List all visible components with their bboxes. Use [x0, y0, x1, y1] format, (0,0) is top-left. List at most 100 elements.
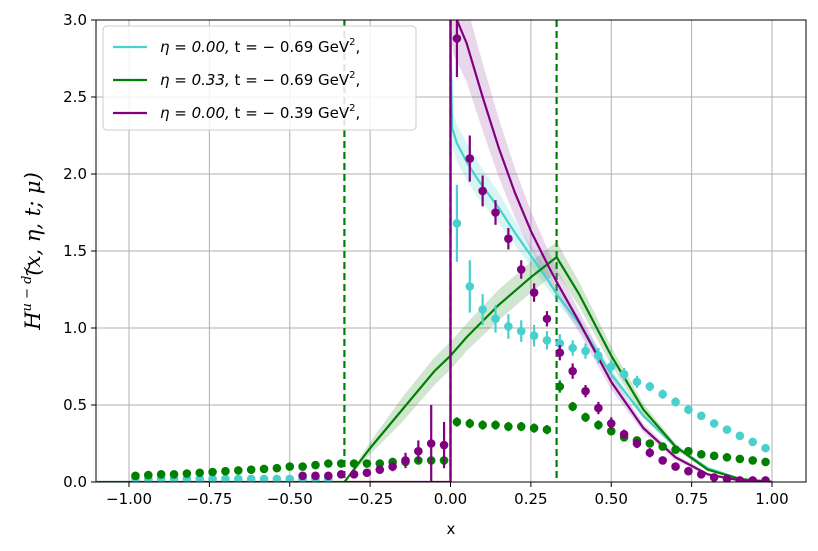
data-point	[606, 419, 616, 428]
data-point	[594, 351, 603, 361]
y-tick-label: 2.0	[63, 165, 87, 183]
data-point	[696, 449, 706, 459]
data-point	[645, 382, 655, 391]
y-axis-label-main: H	[21, 311, 45, 331]
legend-label: η = 0.00, t = − 0.69 GeV2,	[160, 37, 360, 56]
data-point	[606, 426, 616, 436]
legend-t: t = − 0.69 GeV	[235, 38, 350, 56]
x-tick-label: −0.50	[267, 490, 313, 508]
data-point	[748, 456, 758, 465]
data-point	[465, 154, 475, 163]
data-point	[285, 474, 295, 482]
data-point	[671, 397, 680, 407]
data-point	[311, 460, 320, 470]
data-point	[336, 459, 346, 468]
legend-end: ,	[356, 38, 361, 56]
legend-eta: η = 0.33,	[160, 71, 235, 89]
data-point	[208, 474, 217, 482]
data-point	[491, 208, 500, 217]
data-point	[684, 405, 693, 414]
data-point	[234, 474, 243, 482]
y-tick-label: 2.5	[63, 88, 87, 106]
data-point	[645, 439, 655, 448]
data-point	[761, 457, 770, 467]
x-tick-label: −0.25	[347, 490, 393, 508]
data-point	[606, 362, 616, 371]
data-point	[709, 451, 719, 461]
data-point	[709, 419, 719, 428]
y-axis-label-rest: (x, η, t; μ)	[21, 172, 45, 275]
data-point	[414, 446, 423, 456]
data-point	[542, 336, 552, 345]
data-point	[735, 454, 745, 464]
data-point	[581, 386, 590, 396]
data-point	[452, 417, 462, 427]
data-point	[748, 437, 758, 447]
data-point	[156, 470, 166, 479]
data-point	[272, 474, 282, 482]
data-point	[208, 467, 217, 477]
data-point	[324, 471, 333, 481]
data-point	[568, 366, 577, 376]
data-point	[735, 476, 745, 482]
data-point	[169, 470, 179, 479]
legend-eta: η = 0.00,	[160, 104, 235, 122]
data-point	[761, 476, 770, 482]
data-point	[426, 439, 436, 448]
data-point	[388, 462, 397, 471]
curves	[96, 20, 773, 482]
data-point	[259, 464, 269, 474]
data-point	[246, 465, 256, 474]
data-point	[735, 431, 745, 441]
data-point	[362, 468, 372, 478]
data-point	[722, 453, 732, 462]
y-tick-label: 1.5	[63, 242, 87, 260]
data-point	[221, 474, 230, 482]
data-point	[696, 470, 706, 479]
data-point	[619, 369, 629, 379]
data-point	[722, 474, 732, 482]
data-point	[529, 288, 539, 297]
data-point	[221, 466, 230, 476]
x-tick-label: 0.75	[675, 490, 708, 508]
data-point	[336, 470, 346, 479]
data-point	[491, 420, 500, 430]
data-point	[516, 326, 526, 336]
legend-sup: 2	[349, 37, 355, 48]
y-tick-label: 0.5	[63, 396, 87, 414]
data-point	[671, 445, 680, 454]
data-point	[555, 339, 565, 348]
data-point	[671, 462, 680, 471]
x-tick-label: −1.00	[106, 490, 152, 508]
data-point	[504, 322, 513, 331]
series-curve	[343, 255, 773, 482]
legend-sup: 2	[349, 103, 355, 114]
data-point	[594, 403, 603, 413]
data-point	[234, 466, 243, 475]
data-point	[568, 343, 577, 353]
data-point	[465, 282, 475, 291]
y-tick-label: 3.0	[63, 11, 87, 29]
axis-ticks: −1.00 −0.75 −0.50 −0.25 0.00 0.25 0.50 0.75 1.00…	[63, 11, 789, 508]
data-point	[555, 348, 565, 357]
error-band	[450, 20, 772, 482]
data-point	[195, 468, 205, 478]
x-tick-label: −0.75	[186, 490, 232, 508]
legend-end: ,	[356, 104, 361, 122]
x-axis-label: x	[447, 520, 456, 538]
data-point	[259, 474, 269, 482]
data-point	[529, 423, 539, 433]
data-point	[401, 456, 410, 465]
data-point	[504, 234, 513, 243]
data-point	[542, 314, 552, 324]
data-point	[324, 459, 333, 468]
data-point	[594, 420, 603, 430]
data-point	[658, 456, 667, 465]
data-point	[311, 471, 320, 481]
data-point	[298, 471, 307, 481]
data-point	[632, 439, 642, 448]
x-tick-label: 0.50	[595, 490, 628, 508]
y-axis-label-text: Hu − d(x, η, t; μ)	[20, 172, 45, 331]
data-point	[349, 459, 359, 468]
data-point	[246, 474, 256, 482]
